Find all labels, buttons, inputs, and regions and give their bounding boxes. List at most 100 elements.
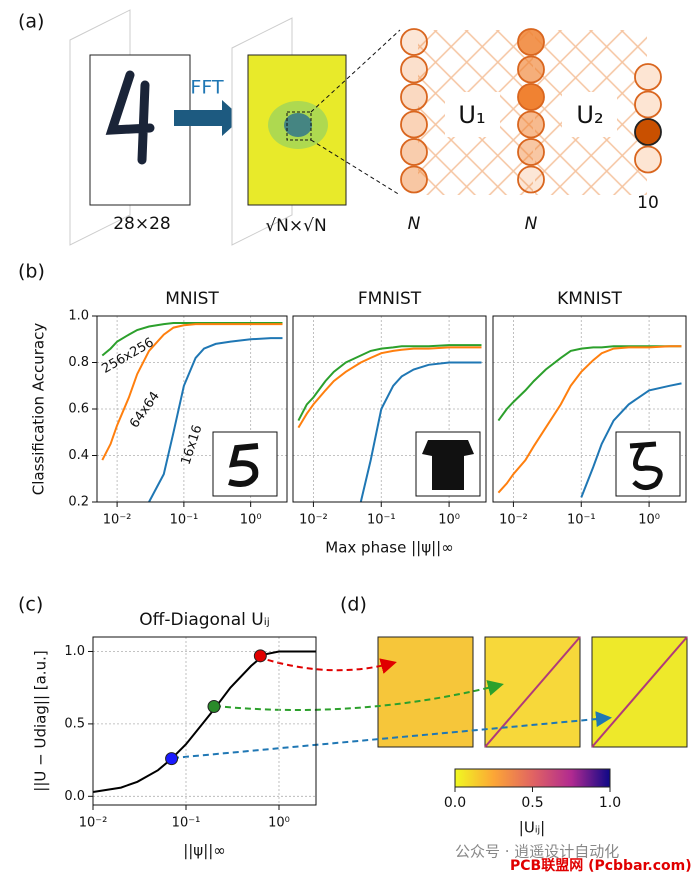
chart-title: MNIST	[165, 289, 219, 309]
colorbar	[454, 768, 611, 788]
matrix-images: |Uᵢⱼ|	[172, 636, 688, 837]
label-bg	[562, 92, 617, 137]
chart-title: FMNIST	[358, 289, 422, 309]
neuron	[400, 55, 428, 84]
line	[92, 650, 316, 793]
watermark: PCB联盟网 (Pcbbar.com)	[510, 858, 692, 874]
line	[148, 337, 283, 503]
panel-label: (a)	[18, 11, 44, 33]
y-tick-label: 1.0	[64, 644, 85, 659]
arrow	[257, 656, 397, 674]
x-tick-label: 10⁻²	[79, 816, 108, 831]
x-axis-label: ||ψ||∞	[183, 842, 226, 860]
series-annotation: 16x16	[179, 423, 206, 466]
chart-title: Off-Diagonal Uᵢⱼ	[139, 610, 269, 630]
series-annotation: 256x256	[99, 335, 156, 377]
x-tick-label: 10⁰	[240, 513, 262, 528]
line	[297, 346, 482, 429]
colorbar-tick-label: 0.0	[444, 795, 466, 811]
y-tick-label: 0.6	[68, 402, 89, 417]
neuron	[400, 165, 428, 194]
zoom-line	[310, 29, 401, 113]
panel-label: (c)	[18, 594, 43, 616]
x-tick-label: 10⁰	[268, 816, 290, 831]
y-tick-label: 0.4	[68, 448, 89, 463]
crop-box	[286, 111, 312, 141]
marker	[207, 700, 221, 714]
neuron	[634, 90, 662, 119]
arrow	[214, 680, 504, 711]
y-axis-label: Classification Accuracy	[30, 323, 48, 496]
chart-title: KMNIST	[557, 289, 622, 309]
n-label: N	[525, 214, 538, 234]
plot-frame	[92, 636, 317, 806]
x-tick-label: 10⁻¹	[367, 513, 396, 528]
matrix-image	[377, 636, 474, 748]
x-tick-label: 10⁻¹	[567, 513, 596, 528]
x-tick-label: 10⁻²	[499, 513, 528, 528]
colorbar-label: |Uᵢⱼ|	[519, 819, 545, 837]
x-tick-label: 10⁰	[438, 513, 460, 528]
colorbar-tick-label: 0.5	[521, 795, 543, 811]
line	[497, 345, 682, 494]
neuron	[400, 138, 428, 166]
neuron	[517, 28, 545, 56]
y-tick-label: 0.5	[64, 716, 85, 731]
neuron	[517, 138, 545, 166]
line	[297, 344, 482, 422]
input-size: 28×28	[113, 214, 171, 234]
line	[359, 361, 482, 503]
fft-blob	[284, 113, 312, 137]
x-tick-label: 10⁻²	[103, 513, 132, 528]
arrow	[172, 711, 612, 759]
panel-label: (d)	[340, 594, 367, 616]
x-tick-label: 10⁻¹	[170, 513, 199, 528]
marker	[165, 752, 179, 766]
y-tick-label: 0.8	[68, 355, 89, 370]
x-tick-label: 10⁻²	[299, 513, 328, 528]
colorbar-tick-label: 1.0	[599, 795, 621, 811]
line	[497, 345, 682, 422]
line	[101, 323, 283, 461]
neuron	[517, 110, 545, 139]
u2-label: U₂	[576, 101, 603, 129]
series-annotation: 64x64	[127, 389, 163, 431]
diagonal	[484, 636, 581, 748]
marker	[253, 649, 267, 663]
y-tick-label: 1.0	[68, 309, 89, 324]
zoom-line	[310, 139, 401, 196]
x-axis-label: Max phase ||ψ||∞	[325, 539, 453, 557]
plot-frame	[492, 315, 687, 503]
neuron	[634, 63, 662, 91]
plot-frame	[292, 315, 487, 503]
neuron	[400, 110, 428, 139]
neuron	[517, 83, 545, 111]
diagram: 28×28 FFT √N×√N U₁ U₂ N N 10	[69, 9, 662, 246]
label-bg	[445, 92, 500, 137]
plot-frame	[96, 315, 288, 503]
neuron	[517, 55, 545, 84]
neuron	[634, 118, 662, 146]
line	[101, 322, 283, 357]
diagonal	[591, 636, 688, 748]
line	[580, 382, 682, 498]
u1-label: U₁	[458, 101, 485, 129]
neuron	[400, 83, 428, 111]
neuron	[400, 28, 428, 56]
arrow	[174, 100, 242, 136]
inset-glyph	[629, 441, 663, 490]
x-tick-label: 10⁰	[638, 513, 660, 528]
y-tick-label: 0.2	[68, 495, 89, 510]
fft-size: √N×√N	[265, 216, 326, 236]
n-label: N	[408, 214, 421, 234]
y-tick-label: 0.0	[64, 789, 85, 804]
fft-label: FFT	[190, 77, 224, 99]
panel-label: (b)	[18, 261, 45, 283]
watermark: 公众号 · 逍遥设计自动化	[455, 843, 619, 861]
inset-glyph	[228, 443, 259, 487]
digit	[105, 70, 155, 165]
inset-glyph	[422, 440, 474, 490]
neuron	[634, 145, 662, 174]
neuron	[517, 165, 545, 194]
out-label: 10	[637, 193, 659, 213]
